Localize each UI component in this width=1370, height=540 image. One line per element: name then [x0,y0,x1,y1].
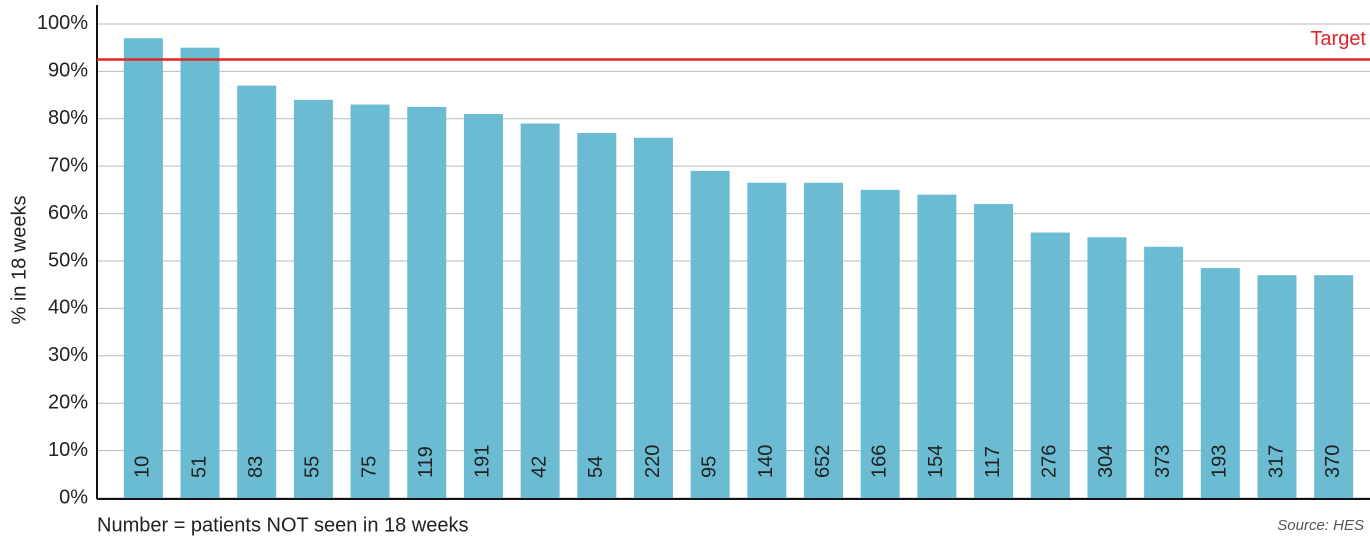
bar [1200,268,1240,498]
y-tick-label: 0% [59,486,88,508]
bar [1144,246,1184,498]
bar [350,104,390,498]
count-label: 10 [132,456,154,478]
count-label: 117 [982,446,1004,478]
count-label: 317 [1265,445,1287,478]
y-tick-label: 30% [48,344,88,366]
y-tick-label: 90% [48,60,88,82]
count-label: 140 [755,445,777,478]
bar [1314,275,1354,498]
bar [407,106,447,498]
bar [974,204,1014,498]
bar [463,114,503,499]
y-tick-label: 20% [48,391,88,413]
bar [804,182,844,499]
count-label: 119 [415,446,437,478]
bar [577,132,617,498]
count-label: 95 [698,456,720,478]
y-tick-label: 60% [48,202,88,224]
count-label: 42 [528,456,550,478]
y-tick-label: 40% [48,297,88,319]
bar [1030,232,1070,499]
count-label: 276 [1039,445,1061,478]
target-label: Target [1310,28,1366,50]
bar [917,194,957,498]
count-label: 55 [302,456,324,478]
count-label: 75 [358,456,380,478]
bar [1087,237,1127,498]
count-label: 54 [585,456,607,478]
y-tick-label: 80% [48,107,88,129]
count-label: 166 [868,445,890,478]
count-label: 191 [472,445,494,478]
bar [860,189,900,498]
bar [123,38,163,499]
count-label: 51 [188,456,210,478]
bar [520,123,560,498]
bar [633,137,673,498]
count-label: 373 [1152,445,1174,478]
bar [1257,275,1297,498]
bar [690,170,730,499]
bar [180,47,220,499]
count-label: 304 [1095,445,1117,478]
y-tick-label: 50% [48,249,88,271]
footnote: Number = patients NOT seen in 18 weeks [97,514,468,536]
bar [237,85,277,498]
y-tick-label: 70% [48,154,88,176]
y-tick-label: 100% [37,12,88,34]
y-tick-label: 10% [48,439,88,461]
bar [293,99,333,499]
count-label: 370 [1322,445,1344,478]
bar [747,182,787,499]
count-label: 154 [925,445,947,478]
count-label: 193 [1209,445,1231,478]
count-label: 652 [812,445,834,478]
y-axis-label: % in 18 weeks [8,196,30,325]
count-label: 83 [245,456,267,478]
count-label: 220 [642,445,664,478]
source: Source: HES [1277,517,1364,534]
